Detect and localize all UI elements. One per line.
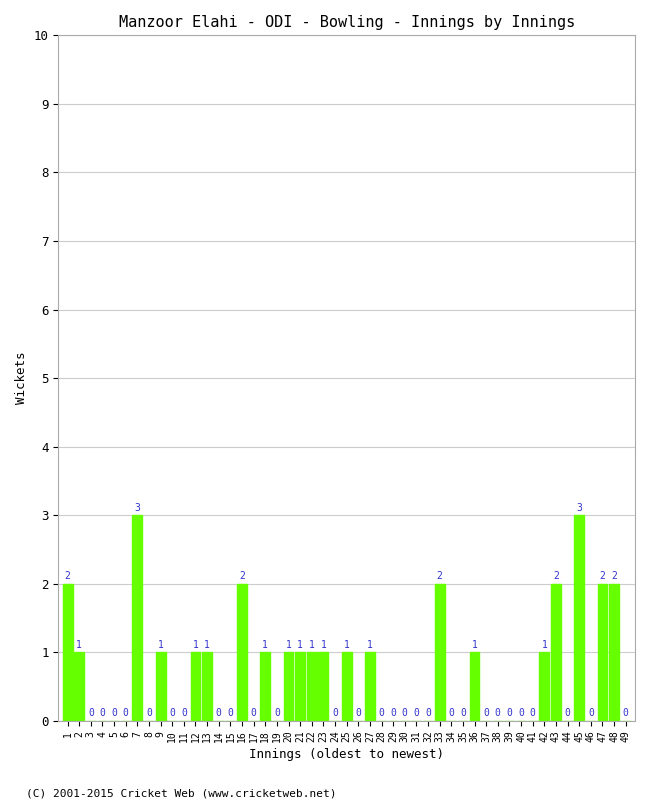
Text: 2: 2: [611, 571, 617, 581]
Text: 0: 0: [169, 708, 175, 718]
Text: 0: 0: [111, 708, 117, 718]
Bar: [307, 653, 317, 721]
Text: 1: 1: [76, 640, 82, 650]
Bar: [365, 653, 375, 721]
Text: 0: 0: [332, 708, 338, 718]
Bar: [133, 515, 142, 721]
Text: 0: 0: [413, 708, 419, 718]
Text: 1: 1: [541, 640, 547, 650]
Text: 0: 0: [216, 708, 222, 718]
Text: 0: 0: [274, 708, 280, 718]
Text: 2: 2: [437, 571, 443, 581]
Text: 0: 0: [227, 708, 233, 718]
Bar: [597, 584, 607, 721]
Text: 0: 0: [623, 708, 629, 718]
Text: 0: 0: [390, 708, 396, 718]
Text: 0: 0: [460, 708, 466, 718]
Bar: [202, 653, 212, 721]
Text: 0: 0: [425, 708, 431, 718]
Bar: [469, 653, 480, 721]
Bar: [574, 515, 584, 721]
Text: 0: 0: [565, 708, 571, 718]
Text: 0: 0: [356, 708, 361, 718]
Text: 0: 0: [88, 708, 94, 718]
Text: 0: 0: [402, 708, 408, 718]
Text: 0: 0: [123, 708, 129, 718]
Bar: [342, 653, 352, 721]
Text: 0: 0: [506, 708, 512, 718]
Text: (C) 2001-2015 Cricket Web (www.cricketweb.net): (C) 2001-2015 Cricket Web (www.cricketwe…: [26, 788, 337, 798]
Text: 1: 1: [472, 640, 478, 650]
Text: 1: 1: [263, 640, 268, 650]
Text: 0: 0: [448, 708, 454, 718]
Bar: [609, 584, 619, 721]
Bar: [155, 653, 166, 721]
Bar: [551, 584, 561, 721]
Text: 2: 2: [239, 571, 245, 581]
Text: 0: 0: [99, 708, 105, 718]
Bar: [540, 653, 549, 721]
Text: 0: 0: [146, 708, 152, 718]
Bar: [62, 584, 73, 721]
Text: 1: 1: [158, 640, 164, 650]
Text: 1: 1: [344, 640, 350, 650]
Text: 0: 0: [518, 708, 524, 718]
Text: 1: 1: [192, 640, 198, 650]
Text: 0: 0: [181, 708, 187, 718]
Text: 0: 0: [495, 708, 501, 718]
Text: 0: 0: [530, 708, 536, 718]
Text: 3: 3: [577, 502, 582, 513]
Text: 3: 3: [135, 502, 140, 513]
Bar: [237, 584, 247, 721]
Bar: [435, 584, 445, 721]
Bar: [260, 653, 270, 721]
Y-axis label: Wickets: Wickets: [15, 352, 28, 405]
Text: 0: 0: [251, 708, 257, 718]
Bar: [318, 653, 328, 721]
Text: 0: 0: [378, 708, 384, 718]
Text: 1: 1: [320, 640, 326, 650]
X-axis label: Innings (oldest to newest): Innings (oldest to newest): [249, 748, 444, 761]
Text: 1: 1: [297, 640, 303, 650]
Text: 1: 1: [309, 640, 315, 650]
Text: 0: 0: [483, 708, 489, 718]
Bar: [283, 653, 293, 721]
Text: 2: 2: [64, 571, 70, 581]
Text: 1: 1: [367, 640, 373, 650]
Text: 0: 0: [588, 708, 593, 718]
Text: 1: 1: [204, 640, 210, 650]
Text: 2: 2: [553, 571, 559, 581]
Text: 2: 2: [599, 571, 605, 581]
Bar: [295, 653, 305, 721]
Title: Manzoor Elahi - ODI - Bowling - Innings by Innings: Manzoor Elahi - ODI - Bowling - Innings …: [118, 15, 575, 30]
Text: 1: 1: [285, 640, 291, 650]
Bar: [190, 653, 200, 721]
Bar: [74, 653, 84, 721]
